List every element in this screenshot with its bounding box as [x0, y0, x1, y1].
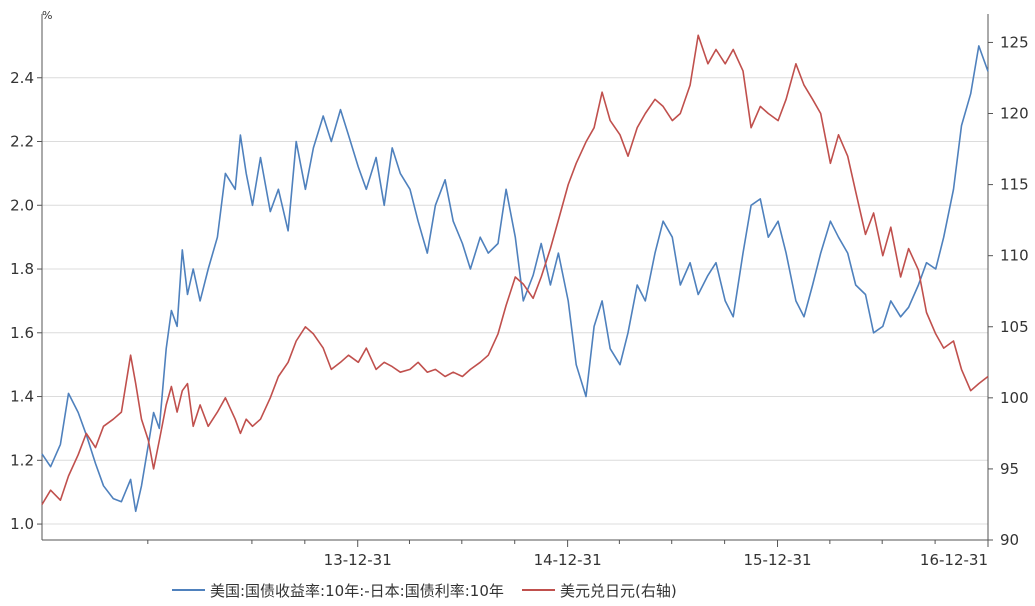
left-tick-label: 1.8: [10, 260, 34, 278]
left-axis-unit: %: [42, 9, 52, 22]
right-tick-label: 120: [1000, 105, 1029, 123]
left-tick-label: 2.2: [10, 133, 34, 151]
x-tick-label: 13-12-31: [324, 551, 392, 569]
left-tick-label: 1.2: [10, 451, 34, 469]
left-axis-ticks: 1.0 1.2 1.4 1.6 1.8 2.0 2.2 2.4: [10, 69, 42, 533]
legend: 美国:国债收益率:10年:-日本:国债利率:10年 美元兑日元(右轴): [172, 582, 677, 600]
legend-label-series-1: 美国:国债收益率:10年:-日本:国债利率:10年: [210, 582, 504, 600]
right-tick-label: 115: [1000, 176, 1029, 194]
x-axis-ticks: 13-12-31 14-12-31 15-12-31 16-12-31: [147, 540, 989, 569]
x-tick-label: 16-12-31: [920, 551, 988, 569]
right-tick-label: 90: [1000, 531, 1019, 549]
x-tick-label: 15-12-31: [743, 551, 811, 569]
left-tick-label: 1.4: [10, 388, 34, 406]
left-tick-label: 1.0: [10, 515, 34, 533]
left-tick-label: 1.6: [10, 324, 34, 342]
series-line-2: [41, 34, 989, 505]
x-tick-label: 14-12-31: [534, 551, 602, 569]
right-tick-label: 110: [1000, 247, 1029, 265]
right-axis-ticks: 90 95 100 105 110 115 120 125: [988, 33, 1029, 549]
right-tick-label: 125: [1000, 33, 1029, 51]
gridlines: [42, 77, 988, 525]
series-line-1: [41, 45, 989, 513]
series-lines: [41, 34, 989, 513]
left-tick-label: 2.4: [10, 69, 34, 87]
left-tick-label: 2.0: [10, 196, 34, 214]
right-tick-label: 95: [1000, 460, 1019, 478]
legend-label-series-2: 美元兑日元(右轴): [560, 582, 677, 600]
right-tick-label: 105: [1000, 318, 1029, 336]
right-tick-label: 100: [1000, 389, 1029, 407]
